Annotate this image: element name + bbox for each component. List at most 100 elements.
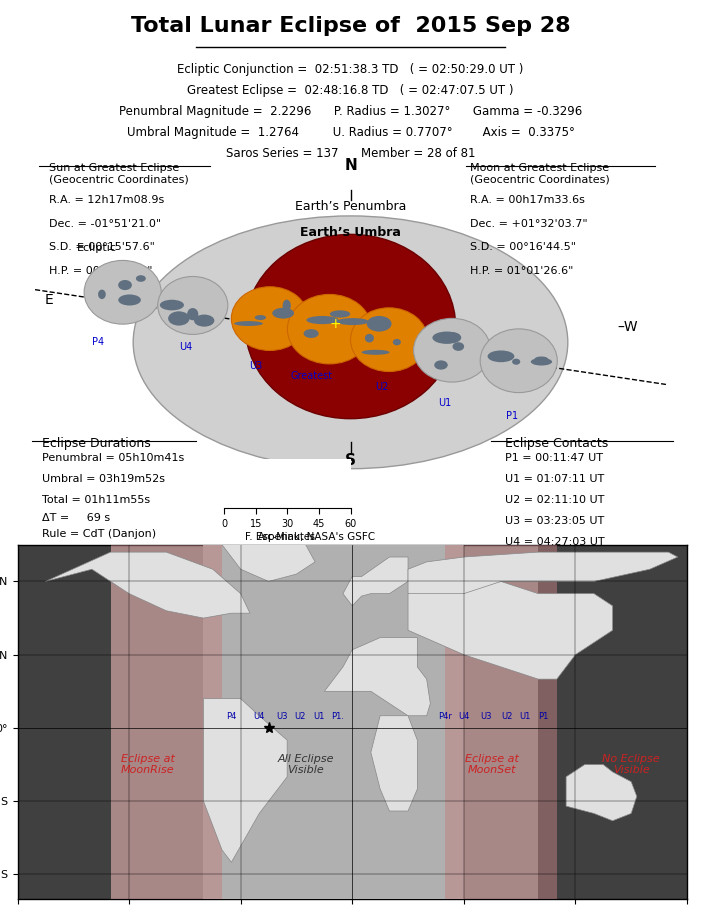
Ellipse shape (393, 339, 401, 345)
Ellipse shape (254, 315, 266, 320)
Text: Saros Series = 137      Member = 28 of 81: Saros Series = 137 Member = 28 of 81 (226, 147, 475, 161)
Text: P4: P4 (92, 337, 104, 347)
Polygon shape (203, 698, 287, 863)
Ellipse shape (231, 287, 308, 350)
Text: Ecliptic Conjunction =  02:51:38.3 TD   ( = 02:50:29.0 UT ): Ecliptic Conjunction = 02:51:38.3 TD ( =… (177, 64, 524, 76)
Ellipse shape (187, 308, 198, 321)
Text: Umbral = 03h19m52s: Umbral = 03h19m52s (42, 474, 165, 484)
Text: ΔT =     69 s: ΔT = 69 s (42, 513, 110, 524)
Ellipse shape (531, 358, 552, 366)
Ellipse shape (158, 276, 228, 334)
Ellipse shape (453, 342, 464, 350)
Ellipse shape (535, 357, 548, 361)
Text: U4 = 04:27:03 UT: U4 = 04:27:03 UT (505, 538, 604, 548)
Ellipse shape (272, 308, 294, 319)
Text: P1: P1 (538, 712, 549, 721)
Ellipse shape (336, 318, 369, 325)
Text: R.A. = 12h17m08.9s: R.A. = 12h17m08.9s (49, 195, 164, 205)
Text: S.D. = 00°15'57.6": S.D. = 00°15'57.6" (49, 242, 155, 252)
Text: Greatest: Greatest (291, 371, 333, 381)
Text: Total Lunar Eclipse of  2015 Sep 28: Total Lunar Eclipse of 2015 Sep 28 (130, 15, 571, 35)
Text: |: | (292, 485, 297, 495)
Text: All Eclipse
Visible: All Eclipse Visible (278, 754, 334, 775)
Text: U2: U2 (375, 381, 389, 392)
Text: Eclipse at
MoonRise: Eclipse at MoonRise (121, 754, 175, 775)
Ellipse shape (442, 332, 461, 343)
Text: U1: U1 (519, 712, 531, 721)
Text: P1: P1 (505, 410, 518, 420)
Text: Eph. = VSOP87/ELP2000-85: Eph. = VSOP87/ELP2000-85 (42, 545, 198, 555)
Text: Dec. = -01°51'21.0": Dec. = -01°51'21.0" (49, 219, 161, 229)
Polygon shape (408, 569, 613, 679)
Ellipse shape (362, 350, 390, 355)
Ellipse shape (98, 290, 106, 299)
Text: H.P. = 00°00'08.8": H.P. = 00°00'08.8" (49, 266, 153, 276)
Text: U3: U3 (480, 712, 492, 721)
Text: +: + (329, 317, 341, 331)
Text: U3: U3 (250, 360, 262, 370)
Bar (538, 545, 687, 899)
Ellipse shape (434, 360, 448, 370)
Text: Eclipse at
MoonSet: Eclipse at MoonSet (465, 754, 519, 775)
Text: N: N (344, 158, 357, 173)
Text: P4r: P4r (438, 712, 452, 721)
Text: F. Espenak, NASA's GSFC: F. Espenak, NASA's GSFC (245, 532, 376, 542)
Text: S: S (345, 453, 356, 468)
X-axis label: Arc-Minutes: Arc-Minutes (259, 532, 316, 542)
Text: U2: U2 (501, 712, 512, 721)
Text: Penumbral = 05h10m41s: Penumbral = 05h10m41s (42, 453, 184, 463)
Bar (203, 545, 464, 899)
Polygon shape (343, 557, 408, 606)
Polygon shape (408, 552, 678, 594)
Ellipse shape (488, 350, 515, 362)
Ellipse shape (287, 294, 372, 364)
Text: Umbral Magnitude =  1.2764         U. Radius = 0.7707°        Axis =  0.3375°: Umbral Magnitude = 1.2764 U. Radius = 0.… (127, 126, 574, 140)
Text: P4: P4 (226, 712, 236, 721)
Text: Rule = CdT (Danjon): Rule = CdT (Danjon) (42, 529, 156, 539)
Ellipse shape (245, 234, 456, 419)
Text: Greatest Eclipse =  02:48:16.8 TD   ( = 02:47:07.5 UT ): Greatest Eclipse = 02:48:16.8 TD ( = 02:… (187, 84, 514, 97)
Ellipse shape (136, 275, 146, 281)
Text: Earth’s Umbra: Earth’s Umbra (300, 226, 401, 240)
Ellipse shape (168, 311, 189, 326)
Text: U1 = 01:07:11 UT: U1 = 01:07:11 UT (505, 474, 604, 484)
Bar (111, 545, 222, 899)
Ellipse shape (304, 329, 319, 338)
Text: P1 = 00:11:47 UT: P1 = 00:11:47 UT (505, 453, 603, 463)
Polygon shape (222, 525, 315, 581)
Ellipse shape (480, 329, 557, 392)
Ellipse shape (512, 359, 520, 365)
Text: R.A. = 00h17m33.6s: R.A. = 00h17m33.6s (470, 195, 585, 205)
Text: Ecliptic: Ecliptic (77, 242, 117, 252)
Text: Penumbral Magnitude =  2.2296      P. Radius = 1.3027°      Gamma = -0.3296: Penumbral Magnitude = 2.2296 P. Radius =… (119, 105, 582, 118)
Text: Moon at Greatest Eclipse
(Geocentric Coordinates): Moon at Greatest Eclipse (Geocentric Coo… (470, 163, 609, 185)
Text: Eclipse Durations: Eclipse Durations (42, 437, 151, 450)
Text: U2: U2 (294, 712, 306, 721)
Text: –W: –W (617, 320, 637, 333)
Text: U1: U1 (439, 398, 451, 408)
Text: U4: U4 (179, 342, 192, 352)
Text: S.D. = 00°16'44.5": S.D. = 00°16'44.5" (470, 242, 576, 252)
Text: U1: U1 (313, 712, 325, 721)
Text: H.P. = 01°01'26.6": H.P. = 01°01'26.6" (470, 266, 573, 276)
Polygon shape (46, 552, 250, 618)
Ellipse shape (234, 321, 263, 326)
Polygon shape (371, 716, 417, 811)
Text: U3 = 03:23:05 UT: U3 = 03:23:05 UT (505, 516, 604, 526)
Ellipse shape (433, 331, 461, 344)
Text: Dec. = +01°32'03.7": Dec. = +01°32'03.7" (470, 219, 587, 229)
Bar (18, 545, 111, 899)
Text: U4: U4 (458, 712, 470, 721)
Text: U2 = 02:11:10 UT: U2 = 02:11:10 UT (505, 495, 604, 505)
Ellipse shape (160, 300, 184, 311)
Polygon shape (325, 637, 430, 716)
Text: Earth’s Penumbra: Earth’s Penumbra (295, 200, 406, 213)
Ellipse shape (414, 319, 491, 382)
Ellipse shape (118, 280, 132, 291)
Bar (111, 545, 538, 899)
Text: Total = 01h11m55s: Total = 01h11m55s (42, 495, 150, 505)
Text: P1.: P1. (331, 712, 344, 721)
Text: Sun at Greatest Eclipse
(Geocentric Coordinates): Sun at Greatest Eclipse (Geocentric Coor… (49, 163, 189, 185)
Ellipse shape (118, 294, 141, 305)
Text: U4: U4 (254, 712, 265, 721)
